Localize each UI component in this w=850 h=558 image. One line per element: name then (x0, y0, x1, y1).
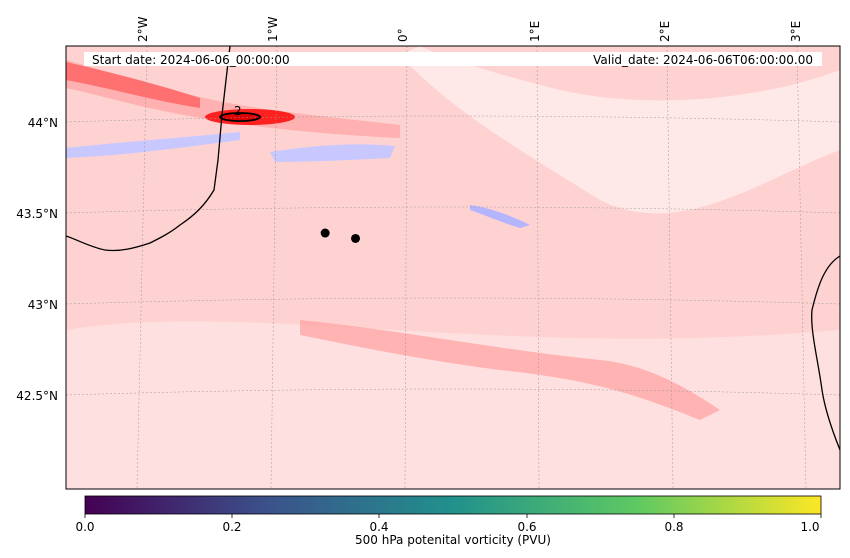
graticule (66, 46, 840, 489)
lat-tick: 43.5°N (16, 207, 58, 221)
lon-tick: 0° (396, 28, 410, 42)
pv-field-blue-band (66, 132, 240, 158)
coastline-east (811, 255, 840, 451)
pv-field-blue-patch (470, 205, 530, 228)
colorbar-tick: 0.0 (75, 520, 94, 534)
colorbar-tick: 0.8 (664, 520, 683, 534)
lat-tick: 44°N (28, 116, 58, 130)
pv-field-maximum-core (222, 113, 262, 121)
colorbar-gradient (84, 495, 822, 515)
lon-tick: 1°W (266, 16, 280, 42)
lat-tick: 43°N (28, 298, 58, 312)
lon-tick-labels: 2°W 1°W 0° 1°E 2°E 3°E (136, 16, 803, 42)
station-marker (320, 228, 330, 238)
colorbar-tick: 1.0 (800, 520, 819, 534)
lon-tick: 3°E (789, 21, 803, 42)
pv-field-upper-right-band (400, 46, 840, 214)
colorbar-tick: 0.2 (222, 520, 241, 534)
date-header-box (84, 52, 822, 66)
coastline-west (66, 46, 231, 252)
map-panel: 2 (66, 46, 840, 489)
contour-label: 2 (234, 104, 242, 118)
lon-tick: 1°E (528, 21, 542, 42)
start-date-label: Start date: 2024-06-06_00:00:00 (92, 53, 290, 67)
colorbar: 0.0 0.2 0.4 0.6 0.8 1.0 500 hPa potenita… (75, 495, 822, 547)
pv-field-lower-band (66, 321, 840, 489)
map-frame (65, 45, 841, 490)
lon-tick: 2°W (136, 16, 150, 42)
station-marker (351, 233, 361, 243)
pv-field-blue-band-2 (270, 144, 395, 162)
station-markers (320, 228, 361, 243)
valid-date-label: Valid_date: 2024-06-06T06:00:00.00 (593, 53, 813, 67)
lat-tick-labels: 44°N 43.5°N 43°N 42.5°N (16, 116, 58, 403)
colorbar-tick: 0.6 (517, 520, 536, 534)
pv-contour (219, 112, 261, 122)
pv-field-convective-band (300, 320, 720, 420)
pv-field-red-band (66, 60, 400, 138)
lat-tick: 42.5°N (16, 389, 58, 403)
lon-tick: 2°E (658, 21, 672, 42)
colorbar-label: 500 hPa potenital vorticity (PVU) (355, 533, 551, 547)
colorbar-tick: 0.4 (369, 520, 388, 534)
pv-field-red-core (66, 62, 200, 108)
